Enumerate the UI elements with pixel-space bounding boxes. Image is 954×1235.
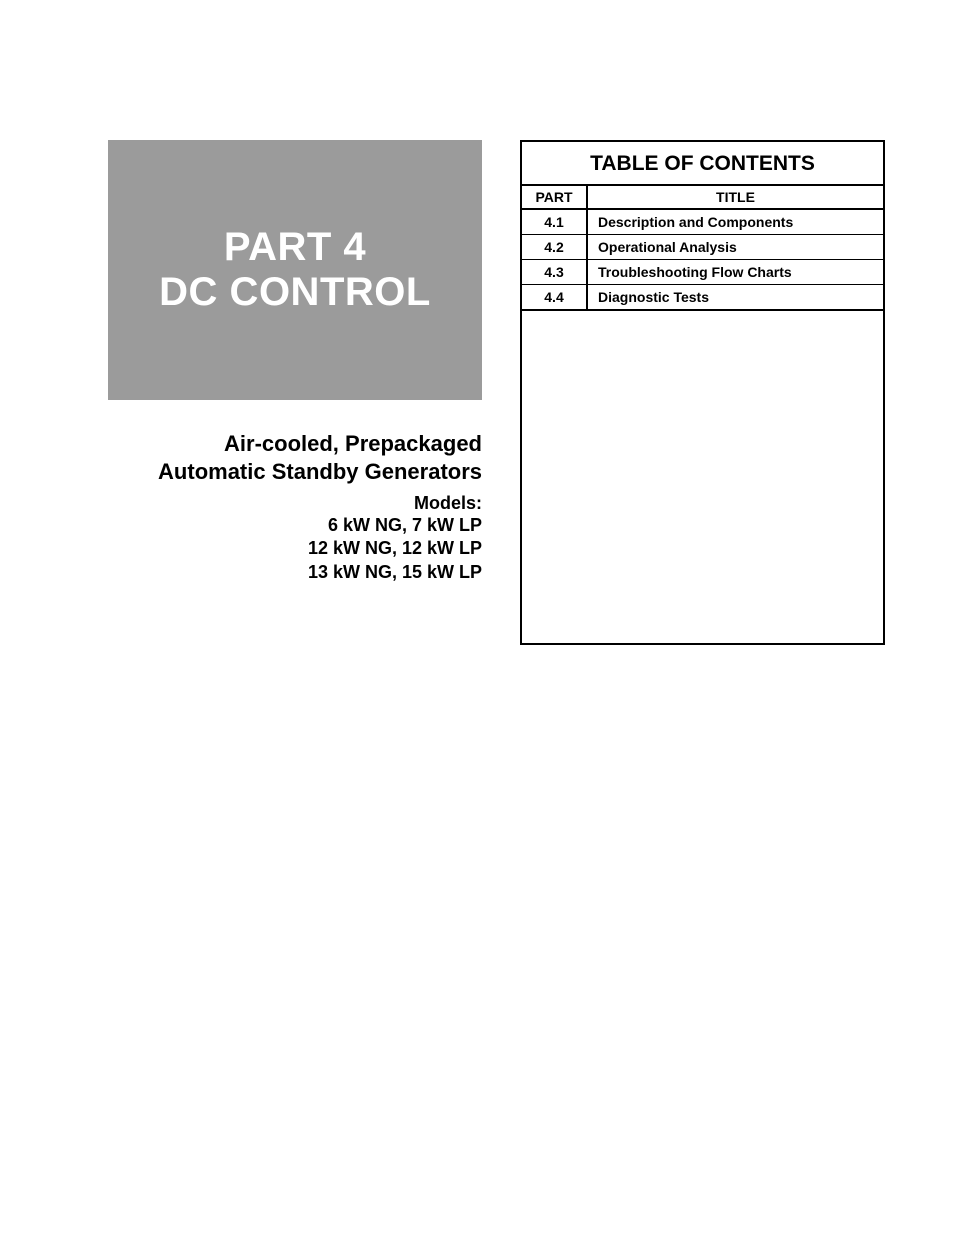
toc-row-title: Diagnostic Tests bbox=[588, 285, 883, 309]
toc-row-part: 4.4 bbox=[522, 285, 588, 309]
toc-row: 4.3 Troubleshooting Flow Charts bbox=[522, 260, 883, 285]
toc-row-title: Description and Components bbox=[588, 210, 883, 234]
toc-title: TABLE OF CONTENTS bbox=[522, 142, 883, 186]
toc-row-part: 4.2 bbox=[522, 235, 588, 259]
subtitle-line2: Automatic Standby Generators bbox=[108, 458, 482, 486]
subtitle-block: Air-cooled, Prepackaged Automatic Standb… bbox=[108, 430, 482, 584]
toc-header-title: TITLE bbox=[588, 186, 883, 208]
part-title-block: PART 4 DC CONTROL bbox=[108, 140, 482, 400]
toc-header-part: PART bbox=[522, 186, 588, 208]
page: PART 4 DC CONTROL Air-cooled, Prepackage… bbox=[0, 0, 954, 1235]
toc-row: 4.4 Diagnostic Tests bbox=[522, 285, 883, 311]
right-column: TABLE OF CONTENTS PART TITLE 4.1 Descrip… bbox=[520, 140, 885, 645]
left-column: PART 4 DC CONTROL Air-cooled, Prepackage… bbox=[108, 140, 482, 584]
toc-row: 4.2 Operational Analysis bbox=[522, 235, 883, 260]
toc-row-title: Operational Analysis bbox=[588, 235, 883, 259]
model-line-1: 12 kW NG, 12 kW LP bbox=[108, 537, 482, 560]
toc-row-part: 4.3 bbox=[522, 260, 588, 284]
part-title-line2: DC CONTROL bbox=[159, 270, 431, 315]
part-title-line1: PART 4 bbox=[224, 225, 366, 270]
toc-box: TABLE OF CONTENTS PART TITLE 4.1 Descrip… bbox=[520, 140, 885, 645]
toc-header-row: PART TITLE bbox=[522, 186, 883, 210]
toc-row-part: 4.1 bbox=[522, 210, 588, 234]
toc-row-title: Troubleshooting Flow Charts bbox=[588, 260, 883, 284]
model-line-0: 6 kW NG, 7 kW LP bbox=[108, 514, 482, 537]
models-label: Models: bbox=[108, 493, 482, 514]
model-line-2: 13 kW NG, 15 kW LP bbox=[108, 561, 482, 584]
subtitle-line1: Air-cooled, Prepackaged bbox=[108, 430, 482, 458]
toc-row: 4.1 Description and Components bbox=[522, 210, 883, 235]
